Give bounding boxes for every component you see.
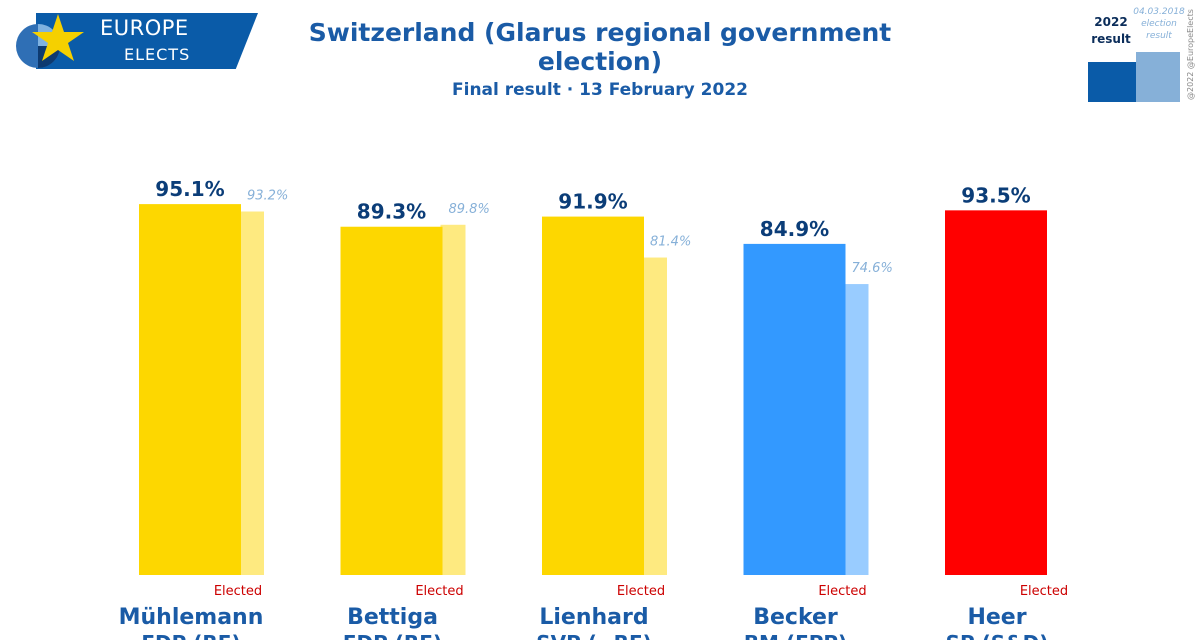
data-label-previous: 81.4% bbox=[650, 235, 691, 250]
status-label: Elected bbox=[818, 584, 866, 599]
candidate-name: Bettiga bbox=[347, 605, 438, 630]
candidate-party: SVP (~RE) bbox=[536, 631, 652, 640]
candidate-party: FDP (RE) bbox=[343, 631, 442, 640]
candidate-name: Lienhard bbox=[539, 605, 648, 630]
status-label: Elected bbox=[617, 584, 665, 599]
legend-current-label: 2022 result bbox=[1091, 15, 1131, 46]
logo-emblem bbox=[16, 14, 84, 68]
data-label-previous: 74.6% bbox=[852, 261, 893, 276]
bar-current bbox=[542, 216, 644, 575]
bar-previous bbox=[440, 224, 466, 575]
data-label-current: 95.1% bbox=[155, 177, 224, 201]
logo-text-europe: EUROPE bbox=[100, 16, 189, 40]
candidate-party: BM (EPP) bbox=[744, 631, 847, 640]
candidate-party: FDP (RE) bbox=[141, 631, 240, 640]
candidate-name: Heer bbox=[967, 605, 1026, 630]
status-label: Elected bbox=[1020, 584, 1068, 599]
chart-title: Switzerland (Glarus regional government … bbox=[308, 18, 892, 76]
bar-previous bbox=[239, 211, 264, 575]
data-label-previous: 93.2% bbox=[247, 189, 288, 204]
status-label: Elected bbox=[415, 584, 463, 599]
data-label-current: 89.3% bbox=[357, 200, 426, 224]
legend-previous-swatch bbox=[1136, 52, 1180, 102]
data-label-current: 93.5% bbox=[961, 183, 1030, 207]
bar-current bbox=[743, 243, 846, 575]
candidate-party: SP (S&D) bbox=[946, 631, 1049, 640]
chart-subtitle: Final result · 13 February 2022 bbox=[452, 80, 748, 100]
europe-elects-logo: EUROPE ELECTS bbox=[12, 12, 258, 70]
legend-current-swatch bbox=[1088, 62, 1136, 102]
candidate-name: Becker bbox=[753, 605, 838, 630]
legend-previous-label: 04.03.2018 election result bbox=[1133, 7, 1185, 41]
status-label: Elected bbox=[214, 584, 262, 599]
candidate-name: Mühlemann bbox=[119, 605, 264, 630]
data-label-previous: 89.8% bbox=[449, 202, 490, 217]
bar-current bbox=[139, 204, 241, 576]
bar-previous bbox=[642, 257, 667, 575]
bar-previous bbox=[843, 284, 869, 575]
logo-text-elects: ELECTS bbox=[124, 45, 191, 64]
data-label-current: 84.9% bbox=[760, 217, 829, 241]
bar-current bbox=[945, 210, 1047, 575]
bar-current bbox=[340, 226, 443, 576]
data-label-current: 91.9% bbox=[558, 190, 627, 214]
legend: 2022 result 04.03.2018 election result @… bbox=[1086, 4, 1196, 104]
logo-star-icon bbox=[32, 14, 84, 61]
